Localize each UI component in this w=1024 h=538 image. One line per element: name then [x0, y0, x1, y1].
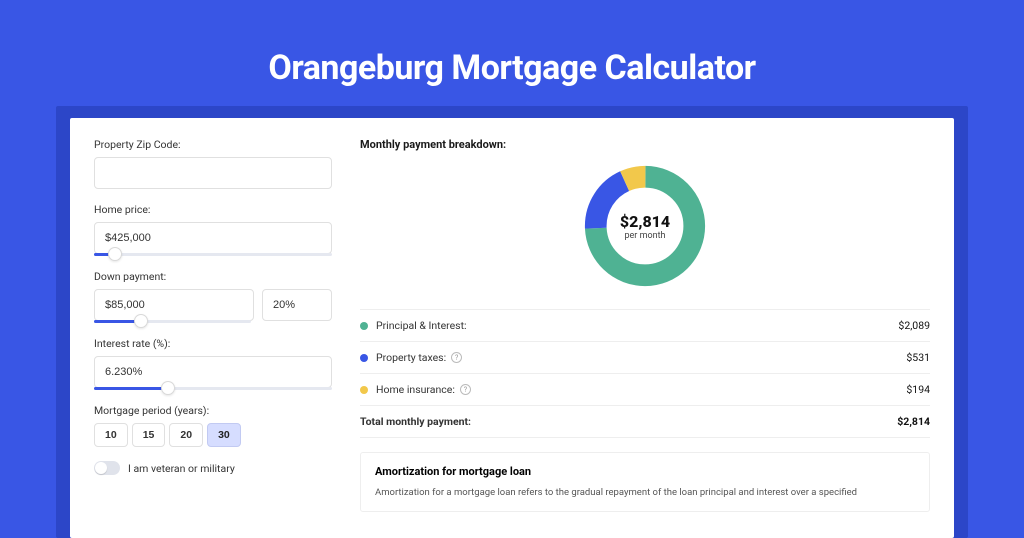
down-payment-slider[interactable] [94, 320, 251, 323]
field-mortgage-period: Mortgage period (years): 10152030 [94, 404, 332, 447]
legend-row: Home insurance:?$194 [360, 374, 930, 406]
legend-label: Principal & Interest: [376, 319, 898, 332]
interest-rate-slider[interactable] [94, 387, 332, 390]
legend-row: Principal & Interest:$2,089 [360, 310, 930, 342]
legend-value: $531 [906, 351, 930, 364]
amortization-text: Amortization for a mortgage loan refers … [375, 486, 915, 499]
field-zip: Property Zip Code: [94, 138, 332, 189]
legend-row: Property taxes:?$531 [360, 342, 930, 374]
donut-chart: $2,814 per month [360, 161, 930, 291]
legend-row-total: Total monthly payment:$2,814 [360, 406, 930, 438]
legend-dot [360, 354, 368, 362]
home-price-label: Home price: [94, 203, 332, 216]
field-veteran: I am veteran or military [94, 461, 332, 475]
interest-rate-slider-thumb[interactable] [161, 381, 175, 395]
legend-value: $194 [906, 383, 930, 396]
form-panel: Property Zip Code: Home price: Down paym… [94, 138, 332, 518]
calculator-card: Property Zip Code: Home price: Down paym… [70, 118, 954, 538]
amortization-title: Amortization for mortgage loan [375, 465, 915, 478]
donut-amount: $2,814 [620, 212, 670, 231]
legend-label: Property taxes:? [376, 351, 906, 364]
page-title: Orangeburg Mortgage Calculator [56, 48, 968, 88]
breakdown-panel: Monthly payment breakdown: $2,814 per mo… [360, 138, 930, 518]
home-price-slider[interactable] [94, 253, 332, 256]
legend-dot [360, 386, 368, 394]
down-payment-slider-thumb[interactable] [134, 314, 148, 328]
legend-label: Home insurance:? [376, 383, 906, 396]
legend-dot [360, 322, 368, 330]
help-icon[interactable]: ? [460, 384, 471, 395]
period-option-15[interactable]: 15 [132, 423, 166, 447]
zip-input[interactable] [94, 157, 332, 189]
field-down-payment: Down payment: [94, 270, 332, 323]
total-label: Total monthly payment: [360, 415, 897, 428]
donut-sub: per month [624, 231, 665, 241]
help-icon[interactable]: ? [451, 352, 462, 363]
veteran-label: I am veteran or military [128, 462, 235, 475]
mortgage-period-options: 10152030 [94, 423, 332, 447]
mortgage-period-label: Mortgage period (years): [94, 404, 332, 417]
interest-rate-label: Interest rate (%): [94, 337, 332, 350]
home-price-input[interactable] [94, 222, 332, 254]
period-option-20[interactable]: 20 [169, 423, 203, 447]
total-value: $2,814 [897, 415, 930, 428]
down-payment-label: Down payment: [94, 270, 332, 283]
down-payment-percent-input[interactable] [262, 289, 332, 321]
down-payment-amount-input[interactable] [94, 289, 254, 321]
breakdown-title: Monthly payment breakdown: [360, 138, 930, 151]
card-band: Property Zip Code: Home price: Down paym… [56, 106, 968, 538]
breakdown-legend: Principal & Interest:$2,089Property taxe… [360, 309, 930, 438]
period-option-10[interactable]: 10 [94, 423, 128, 447]
field-home-price: Home price: [94, 203, 332, 256]
zip-label: Property Zip Code: [94, 138, 332, 151]
legend-value: $2,089 [898, 319, 930, 332]
veteran-toggle[interactable] [94, 461, 120, 475]
interest-rate-input[interactable] [94, 356, 332, 388]
donut-center: $2,814 per month [580, 161, 710, 291]
home-price-slider-thumb[interactable] [108, 247, 122, 261]
field-interest-rate: Interest rate (%): [94, 337, 332, 390]
period-option-30[interactable]: 30 [207, 423, 241, 447]
amortization-section: Amortization for mortgage loan Amortizat… [360, 452, 930, 512]
